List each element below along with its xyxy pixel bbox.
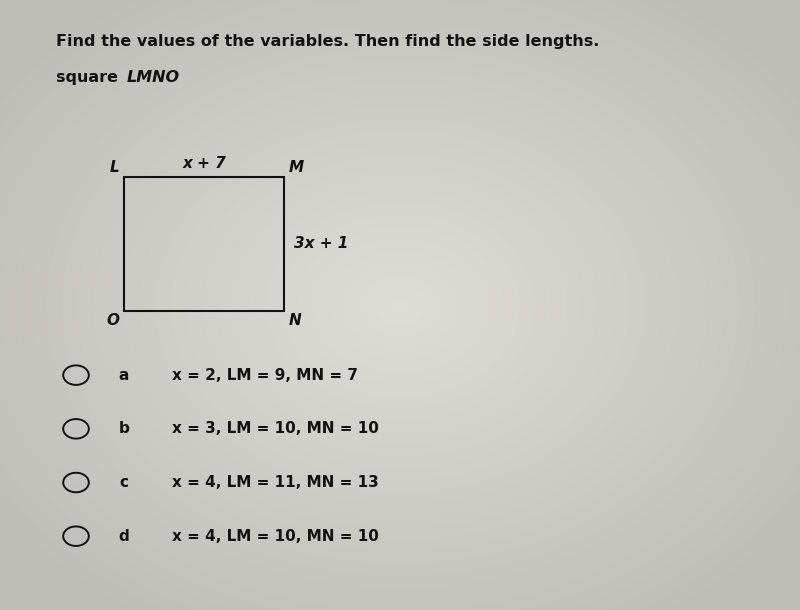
Text: d: d: [118, 529, 130, 544]
Text: x + 7: x + 7: [182, 156, 226, 171]
Text: LMNO: LMNO: [126, 70, 179, 85]
Text: b: b: [118, 422, 130, 436]
Bar: [124, 177, 284, 311]
Text: square: square: [56, 70, 124, 85]
Text: x = 4, LM = 10, MN = 10: x = 4, LM = 10, MN = 10: [172, 529, 379, 544]
Text: Find the values of the variables. Then find the side lengths.: Find the values of the variables. Then f…: [56, 34, 599, 49]
Text: c: c: [119, 475, 129, 490]
Text: L: L: [110, 160, 119, 174]
Text: x = 4, LM = 11, MN = 13: x = 4, LM = 11, MN = 13: [172, 475, 378, 490]
Text: M: M: [289, 160, 304, 174]
Text: N: N: [289, 314, 302, 328]
Text: x = 3, LM = 10, MN = 10: x = 3, LM = 10, MN = 10: [172, 422, 379, 436]
Text: a: a: [119, 368, 129, 382]
Text: x = 2, LM = 9, MN = 7: x = 2, LM = 9, MN = 7: [172, 368, 358, 382]
Text: 3x + 1: 3x + 1: [294, 237, 348, 251]
Text: O: O: [106, 314, 119, 328]
